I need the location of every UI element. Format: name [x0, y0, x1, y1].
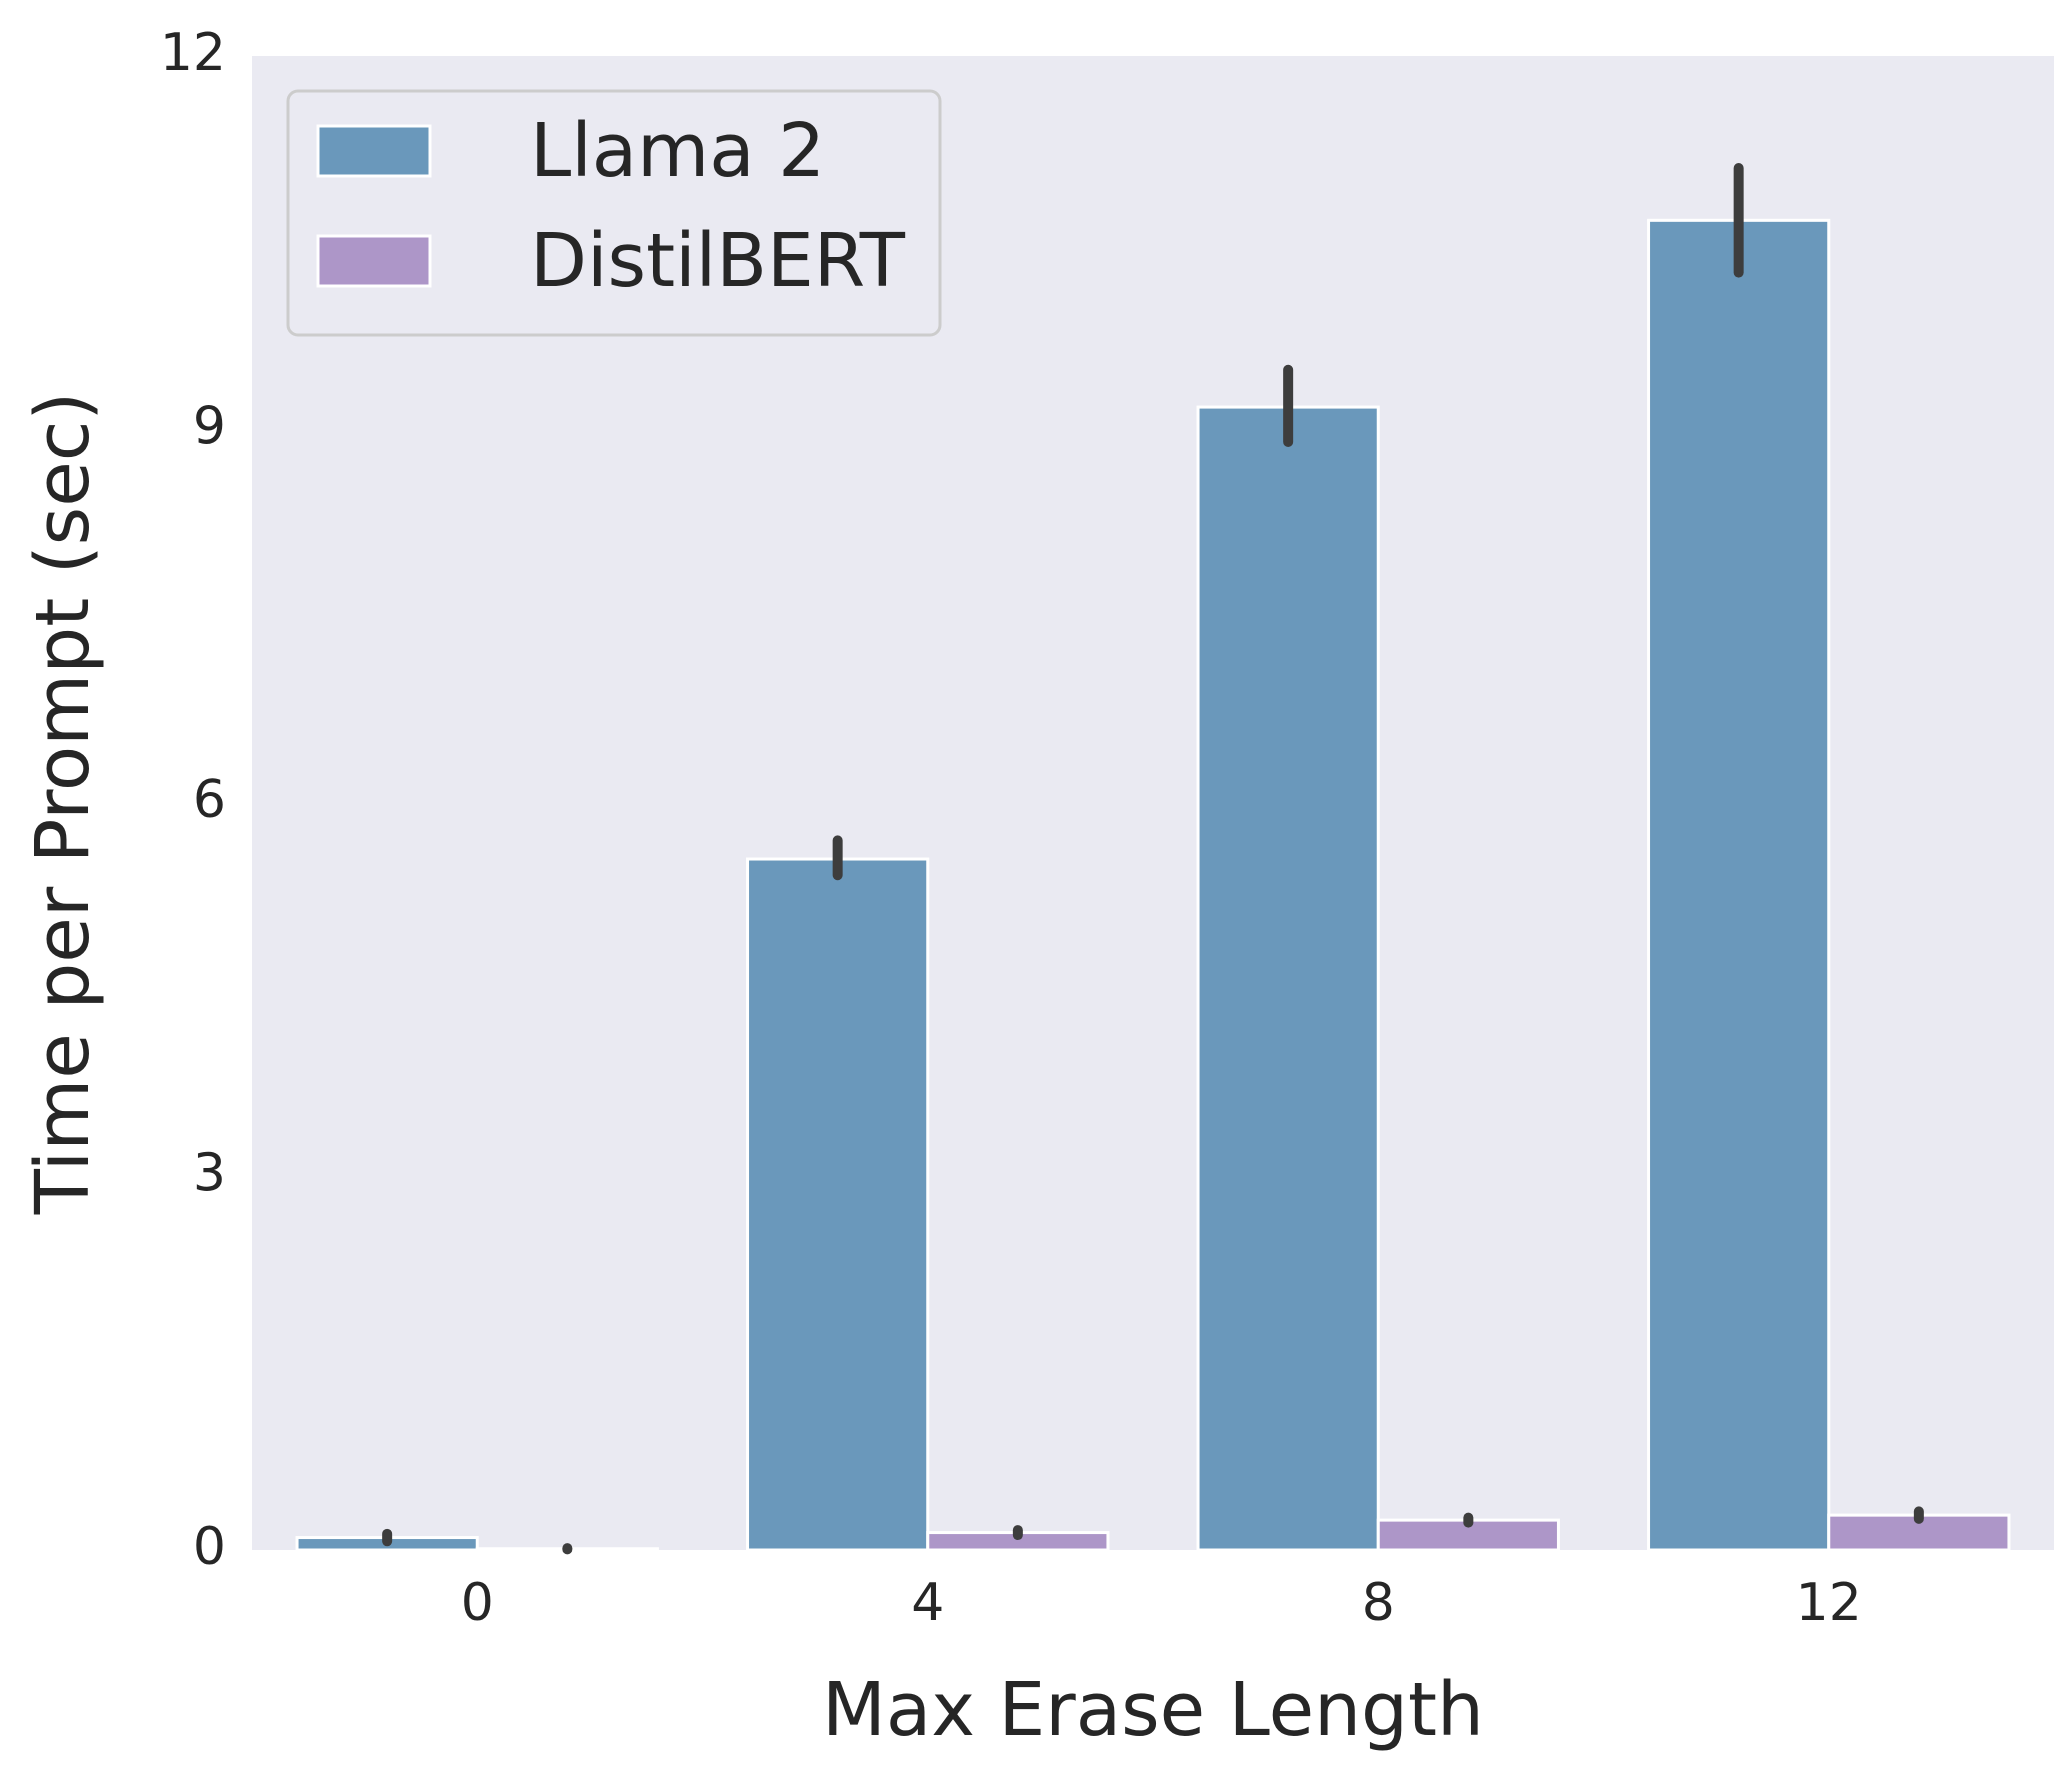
- legend-label-llama-2: Llama 2: [530, 108, 825, 194]
- y-axis-label: Time per Prompt (sec): [20, 392, 106, 1216]
- error-bars-layer: [382, 163, 1924, 1555]
- legend-swatch-distilbert: [316, 234, 432, 288]
- bar-llama-2-12: [1647, 218, 1831, 1552]
- legend-label-distilbert: DistilBERT: [530, 218, 906, 304]
- legend-box: [286, 89, 942, 337]
- x-tick-label: 12: [1796, 1573, 1862, 1633]
- bar-llama-2-4: [746, 857, 930, 1552]
- x-tick-label: 8: [1362, 1573, 1395, 1633]
- x-tick-label: 4: [911, 1573, 944, 1633]
- legend-swatch-llama-2: [316, 124, 432, 178]
- bars-layer: [295, 218, 2011, 1552]
- x-axis-label: Max Erase Length: [822, 1667, 1484, 1753]
- y-tick-label: 6: [193, 770, 226, 830]
- x-axis-ticks: 0 4 8 12: [461, 1573, 1862, 1633]
- y-tick-label: 0: [193, 1517, 226, 1577]
- bar-llama-2-8: [1196, 405, 1380, 1552]
- x-tick-label: 0: [461, 1573, 494, 1633]
- y-axis-ticks: 0 3 6 9 12: [160, 23, 226, 1577]
- y-tick-label: 12: [160, 23, 226, 83]
- y-tick-label: 3: [193, 1144, 226, 1204]
- legend: Llama 2 DistilBERT: [286, 89, 942, 337]
- y-tick-label: 9: [193, 397, 226, 457]
